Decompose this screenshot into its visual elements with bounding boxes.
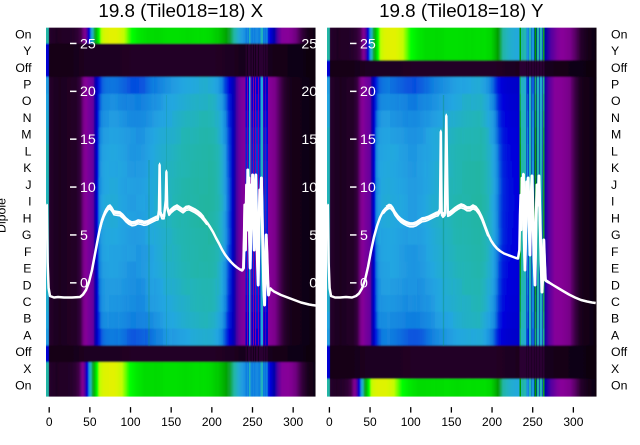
svg-text:J: J <box>611 178 617 192</box>
svg-text:100: 100 <box>121 415 141 429</box>
svg-text:5: 5 <box>360 228 368 244</box>
svg-text:150: 150 <box>441 415 461 429</box>
svg-text:N: N <box>611 111 620 125</box>
svg-text:H: H <box>611 211 620 225</box>
svg-text:50: 50 <box>83 415 97 429</box>
svg-text:N: N <box>23 111 32 125</box>
svg-text:250: 250 <box>523 415 543 429</box>
svg-text:K: K <box>611 161 620 175</box>
svg-text:300: 300 <box>283 415 303 429</box>
svg-text:5: 5 <box>80 228 88 244</box>
svg-text:19.8 (Tile018=18) X: 19.8 (Tile018=18) X <box>98 0 263 21</box>
svg-text:On: On <box>15 379 32 393</box>
svg-text:200: 200 <box>202 415 222 429</box>
svg-text:20: 20 <box>301 84 317 100</box>
svg-text:Off: Off <box>611 345 628 359</box>
svg-text:Dipole: Dipole <box>0 198 9 233</box>
svg-text:L: L <box>25 144 32 158</box>
svg-text:A: A <box>23 328 32 342</box>
svg-text:On: On <box>611 379 628 393</box>
svg-text:O: O <box>22 94 32 108</box>
svg-text:Off: Off <box>611 61 628 75</box>
svg-text:B: B <box>611 312 619 326</box>
svg-text:J: J <box>25 178 31 192</box>
svg-text:100: 100 <box>401 415 421 429</box>
svg-text:B: B <box>23 312 31 326</box>
svg-text:0: 0 <box>80 276 88 292</box>
svg-text:C: C <box>23 295 32 309</box>
svg-text:50: 50 <box>363 415 377 429</box>
svg-text:0: 0 <box>309 276 317 292</box>
svg-text:200: 200 <box>482 415 502 429</box>
svg-text:F: F <box>24 245 32 259</box>
svg-text:25: 25 <box>301 36 317 52</box>
svg-text:D: D <box>23 278 32 292</box>
svg-text:19.8 (Tile018=18) Y: 19.8 (Tile018=18) Y <box>379 0 544 21</box>
svg-text:C: C <box>611 295 620 309</box>
svg-text:5: 5 <box>309 228 317 244</box>
svg-text:20: 20 <box>80 84 96 100</box>
svg-text:0: 0 <box>326 415 333 429</box>
svg-text:15: 15 <box>301 132 317 148</box>
svg-text:On: On <box>611 27 628 41</box>
svg-text:Y: Y <box>611 44 619 58</box>
svg-text:Off: Off <box>15 345 32 359</box>
svg-text:0: 0 <box>46 415 53 429</box>
svg-text:300: 300 <box>563 415 583 429</box>
svg-text:G: G <box>22 228 32 242</box>
svg-text:H: H <box>23 211 32 225</box>
svg-text:25: 25 <box>360 36 376 52</box>
svg-text:P: P <box>23 78 31 92</box>
svg-text:G: G <box>611 228 621 242</box>
svg-text:X: X <box>23 362 31 376</box>
svg-text:A: A <box>611 328 620 342</box>
svg-text:M: M <box>21 128 31 142</box>
svg-text:M: M <box>611 128 621 142</box>
svg-text:F: F <box>611 245 619 259</box>
svg-text:O: O <box>611 94 621 108</box>
svg-text:10: 10 <box>301 180 317 196</box>
svg-text:Off: Off <box>15 61 32 75</box>
svg-text:20: 20 <box>360 84 376 100</box>
svg-text:P: P <box>611 78 619 92</box>
svg-text:250: 250 <box>242 415 262 429</box>
svg-text:25: 25 <box>80 36 96 52</box>
svg-text:15: 15 <box>360 132 376 148</box>
svg-text:150: 150 <box>161 415 181 429</box>
svg-text:I: I <box>28 195 31 209</box>
svg-text:D: D <box>611 278 620 292</box>
svg-text:I: I <box>611 195 614 209</box>
svg-text:10: 10 <box>80 180 96 196</box>
svg-text:On: On <box>15 27 32 41</box>
svg-text:15: 15 <box>80 132 96 148</box>
svg-text:10: 10 <box>360 180 376 196</box>
svg-text:E: E <box>23 262 31 276</box>
svg-text:X: X <box>611 362 619 376</box>
svg-text:E: E <box>611 262 619 276</box>
svg-text:L: L <box>611 144 618 158</box>
svg-text:Y: Y <box>23 44 31 58</box>
svg-text:K: K <box>23 161 32 175</box>
